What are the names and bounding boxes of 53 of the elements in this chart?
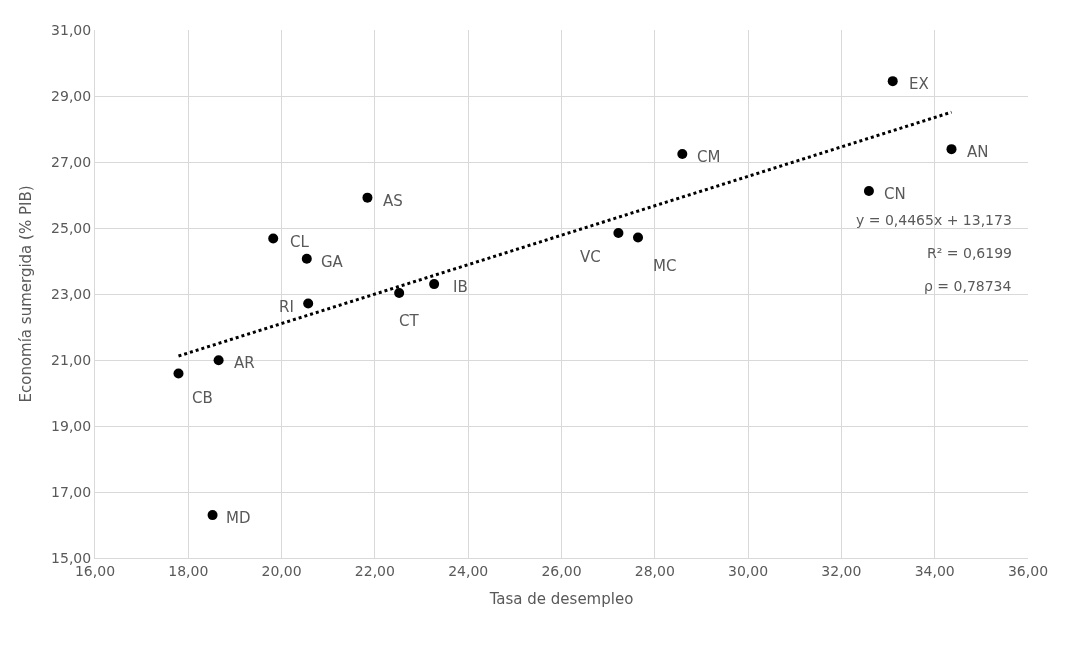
annotation: R² = 0,6199 xyxy=(927,245,1012,261)
annotation: GA xyxy=(321,253,344,271)
point xyxy=(863,186,874,197)
x-tick-label: 32,00 xyxy=(821,562,862,579)
y-tick-label: 25,00 xyxy=(51,219,92,236)
y-tick-label: 19,00 xyxy=(51,417,92,434)
point xyxy=(394,288,405,299)
point xyxy=(213,355,224,366)
y-tick-label: 17,00 xyxy=(51,483,92,500)
x-tick-label: 36,00 xyxy=(1007,562,1049,579)
annotation: AS xyxy=(383,192,403,210)
point xyxy=(268,233,279,244)
point xyxy=(301,253,312,264)
annotation: CM xyxy=(697,148,721,166)
x-tick-label: 22,00 xyxy=(354,562,395,579)
x-tick-label: 20,00 xyxy=(261,562,302,579)
point xyxy=(633,232,644,243)
annotation: IB xyxy=(453,278,468,296)
annotation: ρ = 0,78734 xyxy=(924,278,1012,294)
annotation: AN xyxy=(967,143,989,161)
x-axis-title: Tasa de desempleo xyxy=(488,589,634,608)
x-tick-label: 26,00 xyxy=(541,562,582,579)
point xyxy=(207,510,218,521)
point xyxy=(677,149,688,160)
annotation: RI xyxy=(279,298,294,316)
point xyxy=(173,368,184,379)
point xyxy=(362,192,373,203)
annotation: MC xyxy=(653,257,677,275)
annotation: MD xyxy=(226,509,251,527)
y-tick-label: 31,00 xyxy=(51,21,92,38)
annotation: AR xyxy=(234,354,255,372)
x-tick-label: 24,00 xyxy=(448,562,489,579)
annotation: y = 0,4465x + 13,173 xyxy=(856,212,1012,228)
y-tick-label: 27,00 xyxy=(51,153,92,170)
y-tick-label: 29,00 xyxy=(51,87,92,104)
y-tick-label: 23,00 xyxy=(51,285,92,302)
x-tick-label: 28,00 xyxy=(634,562,675,579)
annotation: EX xyxy=(909,75,929,93)
point xyxy=(429,279,440,290)
x-tick-label: 18,00 xyxy=(168,562,209,579)
y-axis-title: Economía sumergida (% PIB) xyxy=(17,185,36,403)
annotation: CB xyxy=(192,389,213,407)
annotation: CT xyxy=(399,312,420,330)
annotation: CN xyxy=(884,185,906,203)
annotation: VC xyxy=(580,248,601,266)
x-tick-label: 34,00 xyxy=(914,562,955,579)
point xyxy=(887,76,898,87)
point xyxy=(303,298,314,309)
y-tick-label: 21,00 xyxy=(51,351,92,368)
x-tick-label: 30,00 xyxy=(728,562,769,579)
point xyxy=(946,144,957,155)
annotation: CL xyxy=(290,233,310,251)
point xyxy=(613,227,624,238)
